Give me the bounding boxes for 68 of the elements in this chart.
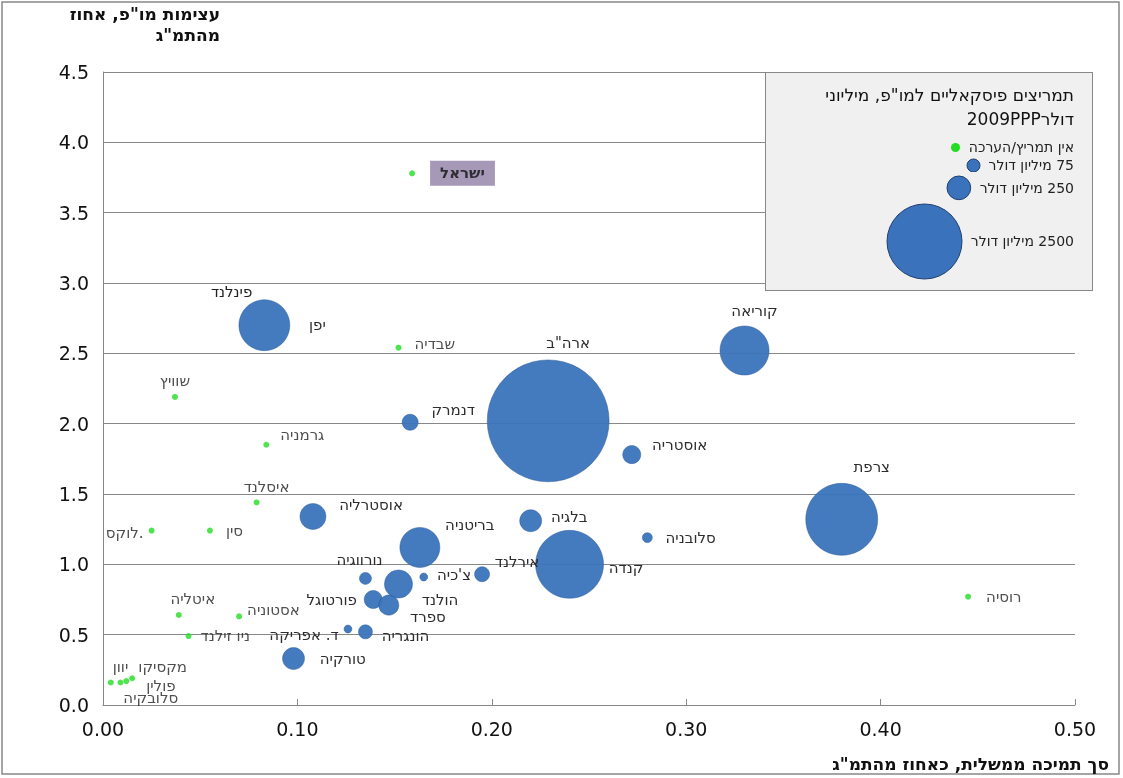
data-label: יוון bbox=[112, 657, 129, 676]
data-label: אוסטריה bbox=[652, 435, 708, 454]
x-tick-label: 0.20 bbox=[470, 717, 513, 740]
point bbox=[965, 593, 972, 600]
point bbox=[107, 679, 114, 686]
legend-label: אין תמריץ/הערכה bbox=[968, 139, 1074, 155]
legend-label: 250 מיליון דולר bbox=[979, 179, 1074, 196]
x-tick-label: 0.00 bbox=[81, 717, 125, 740]
data-label: מקסיקו bbox=[138, 658, 187, 677]
data-label: איטליה bbox=[170, 590, 216, 609]
y-axis-title: עצימות מו"פ, אחוז מהתמ"ג bbox=[68, 4, 220, 46]
data-label: רוסיה bbox=[986, 587, 1022, 606]
data-label: קוריאה bbox=[731, 302, 778, 321]
point bbox=[395, 344, 402, 351]
point bbox=[171, 393, 178, 400]
data-label: דנמרק bbox=[431, 401, 475, 420]
data-label: סין bbox=[225, 521, 244, 540]
data-label: יפן bbox=[309, 316, 326, 335]
point bbox=[175, 611, 182, 618]
point bbox=[253, 499, 260, 506]
y-tick-label: 0.5 bbox=[58, 623, 89, 646]
y-tick-label: 3.0 bbox=[58, 272, 89, 294]
data-label: טורקיה bbox=[319, 649, 366, 668]
legend-label: 2500 מיליון דולר bbox=[970, 233, 1074, 250]
y-tick-label: 3.5 bbox=[58, 201, 89, 224]
data-label: אוסטרליה bbox=[339, 495, 403, 514]
x-tick-label: 0.40 bbox=[859, 717, 902, 740]
x-tick-label: 0.30 bbox=[665, 717, 708, 740]
point bbox=[409, 170, 416, 177]
x-tick-label: 0.50 bbox=[1053, 717, 1097, 740]
data-label: צ'כיה bbox=[436, 565, 472, 584]
data-label: ספרד bbox=[410, 608, 446, 627]
point bbox=[148, 527, 155, 534]
y-tick-label: 1.0 bbox=[58, 553, 89, 576]
point bbox=[185, 633, 192, 640]
legend-title: תמריצים פיסקאליים למו"פ, מיליוני דולר2009PPP bbox=[824, 84, 1074, 131]
y-tick-label: 4.5 bbox=[58, 61, 89, 83]
point bbox=[129, 675, 136, 682]
legend-label: 75 מיליון דולר bbox=[988, 157, 1074, 173]
data-label: קנדה bbox=[608, 559, 644, 578]
data-label: צרפת bbox=[853, 457, 891, 476]
data-label: ישראל bbox=[440, 164, 485, 183]
data-label: הולנד bbox=[421, 591, 459, 610]
y-tick-label: 0.0 bbox=[58, 694, 89, 716]
data-label: בריטניה bbox=[445, 516, 495, 535]
point bbox=[206, 527, 213, 534]
data-label: בלגיה bbox=[550, 507, 588, 526]
data-label: נורווגיה bbox=[336, 550, 383, 569]
data-label: שוויץ bbox=[159, 372, 191, 391]
point bbox=[263, 441, 270, 448]
annotation: פינלנד bbox=[210, 282, 253, 301]
point bbox=[123, 678, 130, 685]
y-tick-label: 4.0 bbox=[58, 131, 89, 154]
x-axis-title: סך תמיכה ממשלית, כאחוז מהתמ"ג bbox=[832, 754, 1109, 774]
x-tick-label: 0.10 bbox=[276, 717, 319, 740]
point bbox=[117, 679, 124, 686]
data-label: איסלנד bbox=[243, 477, 290, 496]
data-label: גרמניה bbox=[280, 425, 325, 444]
data-label: פורטוגל bbox=[306, 590, 357, 609]
point bbox=[236, 613, 243, 620]
data-label: ארה"ב bbox=[546, 334, 591, 353]
data-label: אסטוניה bbox=[247, 601, 300, 620]
y-tick-label: 2.0 bbox=[58, 412, 89, 435]
y-tick-label: 1.5 bbox=[58, 483, 89, 505]
data-label: לוקס. bbox=[105, 523, 144, 542]
y-tick-label: 2.5 bbox=[58, 342, 89, 365]
data-label: שבדיה bbox=[414, 334, 456, 353]
data-label: סלובניה bbox=[665, 528, 716, 547]
